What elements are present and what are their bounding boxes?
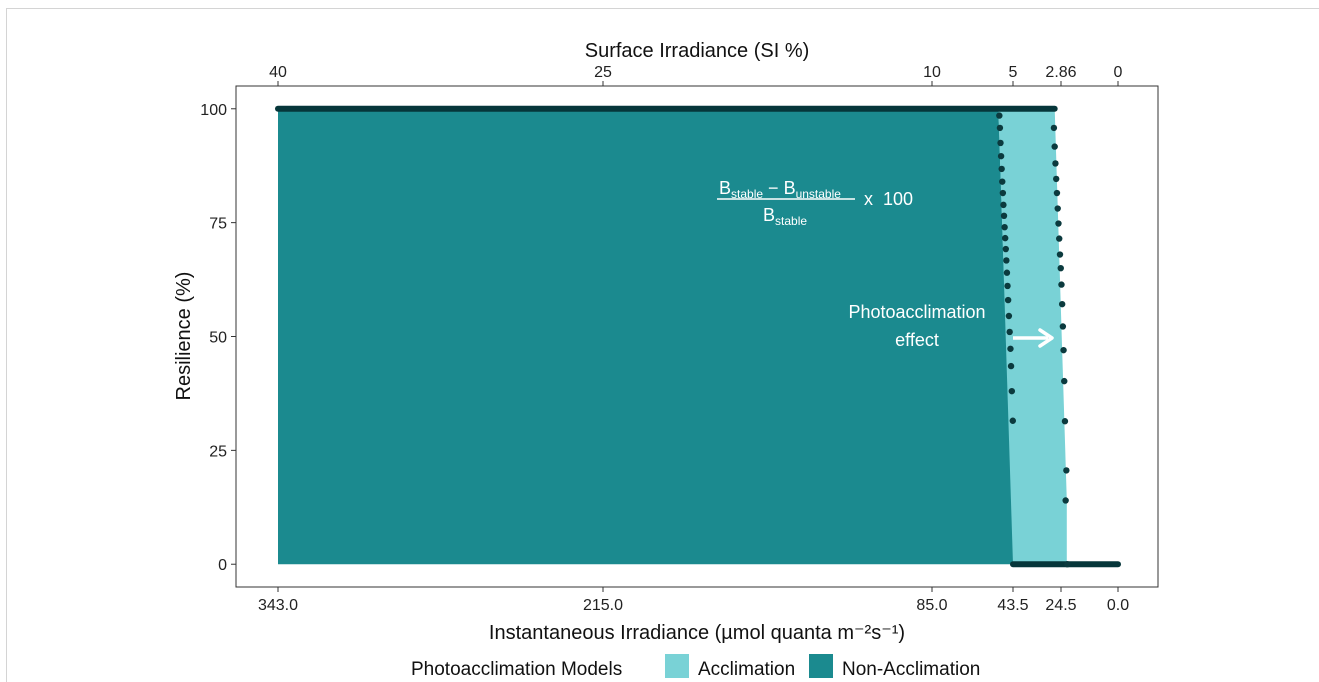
formula-minus: − [763, 178, 784, 198]
y-tick-label: 25 [209, 443, 227, 460]
effect-label-line2: effect [895, 330, 939, 350]
threshold-point-acclimation [1061, 377, 1068, 385]
threshold-point-acclimation [1050, 124, 1058, 132]
x-top-tick-label: 10 [923, 64, 941, 81]
y-axis: 0 25 50 75 100 [200, 102, 236, 574]
threshold-point-nonacclimation [999, 189, 1007, 197]
threshold-point-nonacclimation [1000, 212, 1008, 220]
threshold-point-acclimation [1053, 189, 1061, 197]
effect-arrow [1013, 328, 1054, 348]
threshold-point-acclimation [1053, 175, 1060, 183]
y-tick-label: 50 [209, 330, 227, 347]
threshold-point-nonacclimation [1008, 387, 1016, 395]
threshold-point-nonacclimation [1004, 296, 1012, 304]
legend-label-acclimation: Acclimation [698, 659, 795, 680]
threshold-point-acclimation [1059, 323, 1067, 330]
threshold-point-nonacclimation [996, 124, 1004, 132]
formula-times-100: x 100 [864, 189, 913, 209]
x-bottom-tick-label: 85.0 [916, 597, 947, 614]
threshold-point-nonacclimation [1003, 269, 1011, 276]
threshold-point-nonacclimation [1006, 328, 1013, 336]
threshold-point-acclimation [1056, 235, 1063, 242]
x-axis-bottom: 343.0 215.0 85.0 43.5 24.5 0.0 [258, 587, 1129, 614]
formula-b1: B [719, 178, 731, 198]
formula-stable-sub1: stable [731, 187, 763, 201]
x-top-tick-label: 2.86 [1045, 64, 1076, 81]
threshold-point-nonacclimation [1009, 417, 1017, 424]
threshold-point-acclimation [1051, 143, 1058, 150]
resilience-formula: Bstable − Bunstable Bstable x 100 [717, 178, 913, 228]
svg-text:Bstable: Bstable [763, 205, 807, 228]
threshold-point-acclimation [1062, 497, 1069, 504]
top-axis-title: Surface Irradiance (SI %) [585, 40, 810, 62]
threshold-point-nonacclimation [1002, 245, 1009, 253]
x-top-tick-label: 5 [1009, 64, 1018, 81]
threshold-point-nonacclimation [1001, 234, 1009, 242]
x-top-tick-label: 40 [269, 64, 287, 81]
threshold-point-acclimation [1052, 160, 1059, 167]
legend-swatch-acclimation [665, 654, 689, 678]
threshold-point-nonacclimation [996, 112, 1003, 119]
threshold-point-acclimation [1057, 264, 1064, 272]
svg-text:Bstable − Bunstable: Bstable − Bunstable [719, 178, 841, 201]
area-layer [278, 108, 1067, 565]
threshold-point-acclimation [1058, 281, 1065, 288]
formula-b3: B [763, 205, 775, 225]
threshold-point-nonacclimation [1007, 362, 1015, 370]
threshold-point-nonacclimation [1003, 257, 1010, 264]
area-non-acclimation [278, 108, 1013, 565]
y-tick-label: 0 [218, 557, 227, 574]
point-layer [996, 112, 1071, 568]
threshold-point-nonacclimation [1005, 312, 1013, 320]
threshold-point-nonacclimation [998, 165, 1005, 173]
threshold-point-acclimation [1064, 561, 1071, 568]
y-tick-label: 100 [200, 102, 227, 119]
legend: Photoacclimation Models Acclimation Non-… [411, 654, 980, 680]
threshold-point-nonacclimation [1007, 345, 1014, 352]
x-bottom-tick-label: 24.5 [1045, 597, 1076, 614]
legend-title: Photoacclimation Models [411, 659, 622, 680]
threshold-point-acclimation [1055, 220, 1062, 227]
y-tick-label: 75 [209, 216, 227, 233]
threshold-point-acclimation [1056, 251, 1064, 258]
formula-stable-sub2: stable [775, 214, 807, 228]
x-top-tick-label: 0 [1114, 64, 1123, 81]
threshold-point-acclimation [1063, 467, 1070, 474]
figure-frame [6, 8, 1319, 682]
bottom-axis-title: Instantaneous Irradiance (µmol quanta m⁻… [489, 622, 905, 644]
legend-swatch-nonacclimation [809, 654, 833, 678]
threshold-point-nonacclimation [999, 178, 1006, 185]
threshold-point-nonacclimation [997, 152, 1005, 160]
formula-b2: B [784, 178, 796, 198]
threshold-point-acclimation [1054, 205, 1061, 212]
threshold-point-acclimation [1061, 418, 1069, 425]
effect-label-line1: Photoacclimation [848, 302, 985, 322]
x-bottom-tick-label: 215.0 [583, 597, 623, 614]
y-axis-title: Resilience (%) [173, 272, 195, 401]
formula-unstable-sub: unstable [796, 187, 842, 201]
threshold-point-acclimation [1060, 346, 1067, 354]
threshold-point-nonacclimation [1001, 223, 1008, 231]
threshold-point-nonacclimation [1004, 282, 1011, 290]
threshold-point-nonacclimation [997, 139, 1004, 147]
x-bottom-tick-label: 43.5 [997, 597, 1028, 614]
legend-label-nonacclimation: Non-Acclimation [842, 659, 980, 680]
x-top-tick-label: 25 [594, 64, 612, 81]
threshold-point-nonacclimation [1000, 201, 1007, 209]
threshold-point-acclimation [1058, 300, 1066, 308]
x-axis-top: 40 25 10 5 2.86 0 [269, 64, 1123, 86]
x-bottom-tick-label: 0.0 [1107, 597, 1129, 614]
x-bottom-tick-label: 343.0 [258, 597, 298, 614]
